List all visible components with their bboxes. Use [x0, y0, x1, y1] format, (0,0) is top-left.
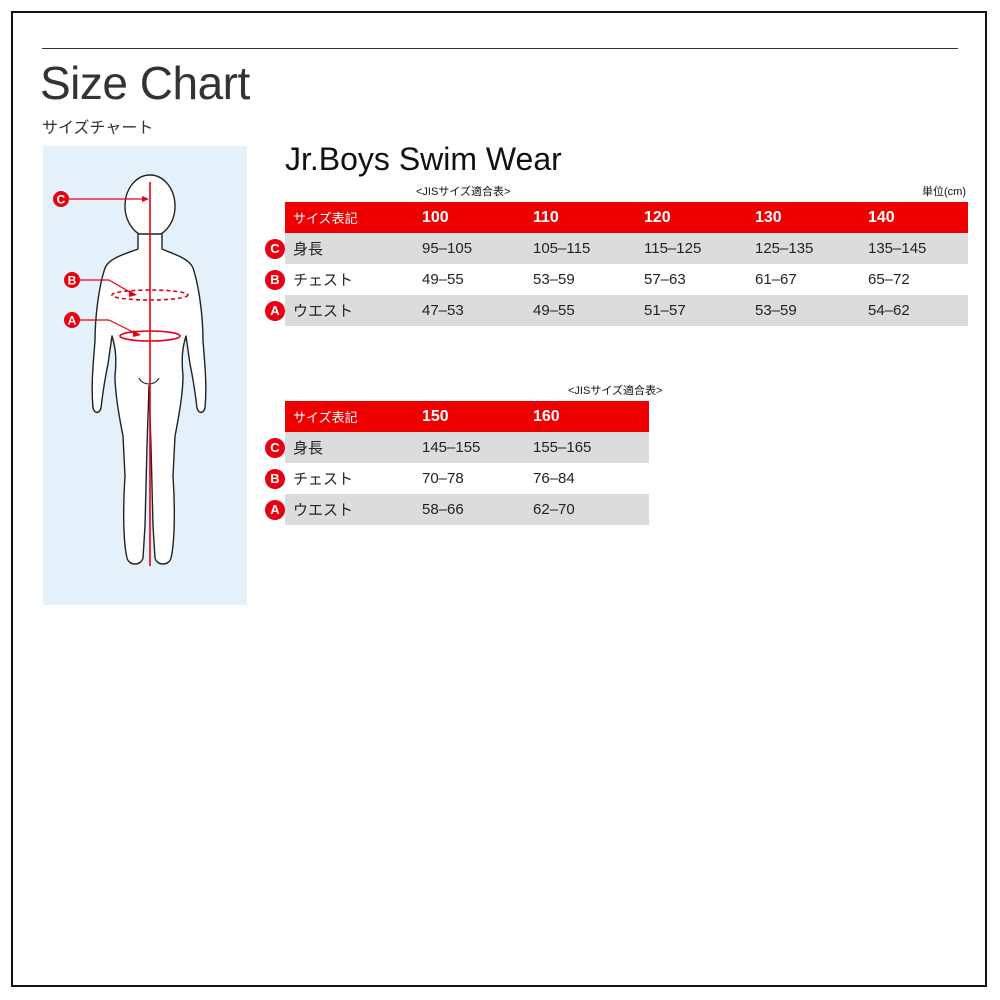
table-row-waist: A ウエスト 58–66 62–70	[265, 494, 649, 525]
table-cell: 58–66	[422, 494, 533, 525]
table-row-height: C 身長 145–155 155–165	[265, 432, 649, 463]
table-header-row: サイズ表記 150 160	[285, 401, 649, 432]
size-table-1: サイズ表記 100 110 120 130 140 C 身長 95–105 105…	[265, 202, 968, 326]
row-label: B チェスト	[265, 264, 422, 295]
table-cell: 125–135	[755, 233, 868, 264]
table-row-waist: A ウエスト 47–53 49–55 51–57 53–59 54–62	[265, 295, 968, 326]
jis-note-table2: <JISサイズ適合表>	[568, 385, 663, 397]
product-title: Jr.Boys Swim Wear	[285, 141, 562, 177]
size-col-header: 120	[644, 202, 755, 233]
table-cell: 70–78	[422, 470, 464, 487]
size-col-header: 100	[422, 202, 533, 233]
size-col-header: 160	[533, 401, 649, 432]
page-frame	[11, 11, 987, 987]
table-cell: 62–70	[533, 494, 649, 525]
svg-text:A: A	[68, 314, 77, 328]
table-cell: 57–63	[644, 271, 686, 288]
size-col-header: 130	[755, 202, 868, 233]
svg-text:B: B	[68, 274, 77, 288]
table-cell: 49–55	[533, 295, 644, 326]
size-label-header: サイズ表記	[285, 401, 422, 432]
row-label: C 身長	[265, 432, 422, 463]
page-title: Size Chart	[40, 57, 250, 109]
table-row-chest: B チェスト 70–78 76–84	[265, 463, 649, 494]
table-cell: 76–84	[533, 470, 575, 487]
table-cell: 47–53	[422, 295, 533, 326]
size-col-header: 150	[422, 401, 533, 432]
table-cell: 51–57	[644, 295, 755, 326]
table-cell: 61–67	[755, 271, 797, 288]
marker-a-badge: A	[265, 499, 285, 520]
table-row-height: C 身長 95–105 105–115 115–125 125–135 135–1…	[265, 233, 968, 264]
marker-c-badge: C	[265, 437, 285, 458]
table-cell: 145–155	[422, 432, 533, 463]
marker-b-badge: B	[265, 468, 285, 489]
size-col-header: 110	[533, 202, 644, 233]
table-cell: 95–105	[422, 233, 533, 264]
body-measurement-figure: C B A	[43, 146, 247, 605]
marker-c-badge: C	[265, 238, 285, 259]
marker-b-badge: B	[265, 269, 285, 290]
table-cell: 54–62	[868, 295, 968, 326]
row-label: C 身長	[265, 233, 422, 264]
jis-note-table1: <JISサイズ適合表>	[416, 186, 511, 198]
table-row-chest: B チェスト 49–55 53–59 57–63 61–67 65–72	[265, 264, 968, 295]
row-label: A ウエスト	[265, 494, 422, 525]
table-cell: 105–115	[533, 233, 644, 264]
table-cell: 155–165	[533, 432, 649, 463]
page-subtitle: サイズチャート	[42, 120, 154, 137]
size-label-header: サイズ表記	[285, 202, 422, 233]
child-body-outline-diagram: C B A	[53, 174, 207, 566]
marker-b-icon: B	[64, 272, 80, 288]
unit-note: 単位(cm)	[922, 186, 966, 198]
table-cell: 49–55	[422, 271, 464, 288]
row-label: A ウエスト	[265, 295, 422, 326]
table-cell: 65–72	[868, 271, 910, 288]
size-col-header: 140	[868, 202, 968, 233]
size-table-2: サイズ表記 150 160 C 身長 145–155 155–165 B チェスト …	[265, 401, 649, 525]
marker-a-badge: A	[265, 300, 285, 321]
row-label: B チェスト	[265, 463, 422, 494]
table-cell: 135–145	[868, 233, 968, 264]
top-divider	[42, 48, 958, 49]
marker-c-icon: C	[53, 191, 69, 207]
svg-text:C: C	[57, 193, 66, 207]
marker-a-icon: A	[64, 312, 80, 328]
table-header-row: サイズ表記 100 110 120 130 140	[285, 202, 968, 233]
table-cell: 115–125	[644, 233, 755, 264]
table-cell: 53–59	[755, 295, 868, 326]
table-cell: 53–59	[533, 271, 575, 288]
